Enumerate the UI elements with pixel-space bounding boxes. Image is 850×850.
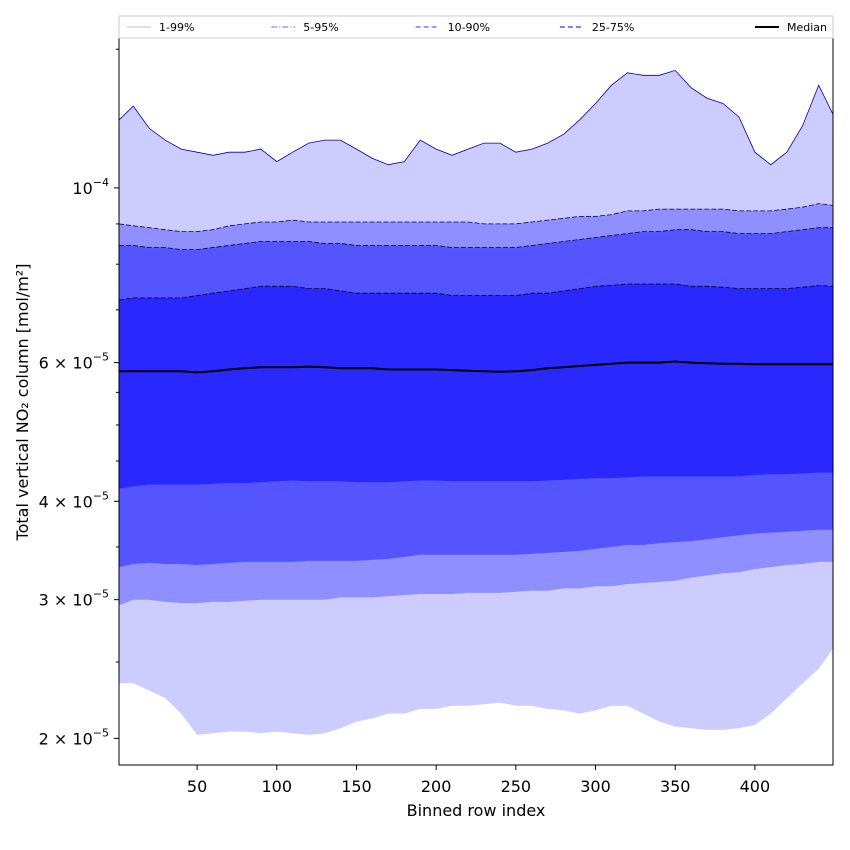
band-5-95pct-upper-edge <box>118 203 834 233</box>
legend-label-4: Median <box>787 21 827 34</box>
y-tick-label: 3 × 10−5 <box>39 588 109 610</box>
x-tick-label-200: 200 <box>421 777 452 796</box>
band-10-90pct-upper-edge <box>119 227 833 251</box>
legend-label-3: 25-75% <box>592 21 634 34</box>
band-25-75pct <box>119 284 833 489</box>
y-tick-label: 6 × 10−5 <box>39 351 109 373</box>
band-1-99pct-upper-edge <box>118 69 834 166</box>
x-axis-label: Binned row index <box>407 801 546 820</box>
x-tick-label-300: 300 <box>580 777 611 796</box>
median-layer <box>119 360 833 374</box>
x-tick-label-100: 100 <box>262 777 293 796</box>
x-tick-label-350: 350 <box>660 777 691 796</box>
y-tick-label: 10−4 <box>72 176 109 198</box>
y-axis: 10−4 6 × 10−5 4 × 10−5 3 × 10−5 2 × 10−5 <box>39 48 119 748</box>
median-line <box>119 360 833 374</box>
x-tick-label-250: 250 <box>501 777 532 796</box>
legend-label-0: 1-99% <box>159 21 194 34</box>
x-tick-label-400: 400 <box>740 777 771 796</box>
band-layer <box>118 69 834 735</box>
x-tick-label-150: 150 <box>341 777 372 796</box>
legend-label-1: 5-95% <box>303 21 338 34</box>
legend-label-2: 10-90% <box>448 21 490 34</box>
y-axis-label: Total vertical NO₂ column [mol/m²] <box>13 264 32 542</box>
y-tick-label: 4 × 10−5 <box>39 489 109 511</box>
y-tick-label: 2 × 10−5 <box>39 726 109 748</box>
legend-frame <box>118 15 834 39</box>
x-axis: 50 100 150 200 250 300 350 400 <box>187 765 770 796</box>
band-25-75pct-upper-edge <box>118 283 834 301</box>
x-tick-label-50: 50 <box>187 777 207 796</box>
legend: 1-99% 5-95% 10-90% 25-75% Median <box>118 15 834 39</box>
